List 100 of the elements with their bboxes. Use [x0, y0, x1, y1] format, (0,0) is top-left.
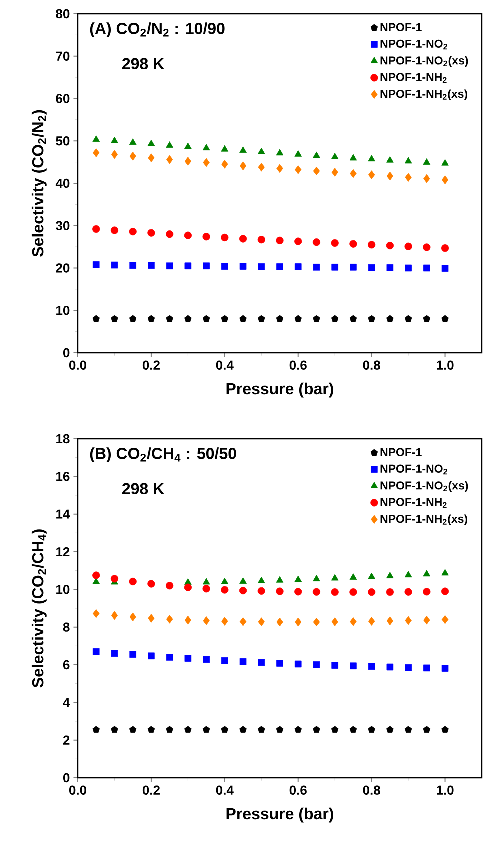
- point: [258, 576, 266, 584]
- x-tick-label: 0.6: [290, 786, 307, 795]
- point: [148, 652, 155, 660]
- x-tick-label: 0.2: [142, 360, 160, 370]
- point: [93, 609, 100, 618]
- point: [368, 241, 376, 249]
- point: [350, 240, 358, 248]
- point: [258, 587, 266, 595]
- y-tick-label: 0: [63, 348, 70, 358]
- point: [202, 315, 210, 322]
- point: [110, 575, 119, 583]
- point: [184, 578, 192, 585]
- point: [130, 152, 136, 161]
- x-tick-label: 0.0: [69, 786, 87, 795]
- point: [350, 574, 358, 580]
- point: [442, 615, 449, 624]
- point: [442, 176, 449, 185]
- point: [332, 264, 338, 271]
- point: [442, 726, 449, 734]
- point: [331, 153, 339, 160]
- point: [312, 238, 321, 246]
- point: [203, 158, 210, 168]
- point: [148, 229, 156, 237]
- point: [350, 169, 357, 178]
- point: [294, 726, 302, 734]
- point: [258, 618, 265, 626]
- point: [166, 726, 174, 734]
- point: [202, 726, 210, 734]
- point: [184, 616, 192, 625]
- point: [332, 168, 338, 177]
- y-tick-label: 70: [56, 52, 70, 61]
- point: [129, 138, 137, 146]
- y-tick-label: 30: [56, 221, 70, 230]
- legend-label: NPOF-1-NO$_{2}$(xs): [380, 56, 468, 68]
- point: [368, 663, 376, 670]
- point: [424, 264, 430, 272]
- x-axis-title: Pressure (bar): [226, 808, 334, 823]
- legend-label: NPOF-1-NO$_{2}$(xs): [380, 481, 468, 492]
- point: [166, 155, 174, 164]
- point: [424, 616, 430, 625]
- point: [442, 265, 449, 272]
- x-tick-label: 0.8: [363, 786, 380, 795]
- annotation: 298 K: [122, 483, 164, 495]
- point: [111, 650, 118, 658]
- point: [386, 572, 394, 578]
- legend-label: NPOF-1: [380, 23, 422, 32]
- point: [240, 578, 247, 584]
- point: [331, 315, 339, 322]
- y-tick-label: 2: [63, 736, 70, 745]
- x-tick-label: 1.0: [437, 360, 454, 370]
- point: [166, 615, 174, 624]
- point: [184, 315, 192, 322]
- point: [130, 262, 136, 270]
- point: [276, 164, 284, 174]
- y-tick-label: 8: [63, 622, 70, 632]
- point: [129, 228, 137, 236]
- point: [368, 170, 376, 180]
- x-tick-label: 0.8: [363, 360, 380, 370]
- point: [368, 315, 376, 322]
- point: [294, 238, 302, 246]
- point: [166, 142, 174, 148]
- point: [404, 726, 412, 734]
- y-tick-label: 14: [56, 510, 70, 519]
- point: [404, 157, 412, 164]
- point: [222, 263, 228, 270]
- point: [130, 651, 136, 658]
- point: [92, 136, 100, 142]
- point: [221, 315, 229, 322]
- point: [368, 155, 376, 162]
- y-tick-label: 10: [56, 306, 70, 316]
- point: [350, 154, 358, 161]
- point: [368, 588, 376, 596]
- point: [442, 569, 449, 576]
- point: [166, 230, 174, 238]
- point: [294, 588, 302, 596]
- point: [350, 264, 357, 271]
- x-tick-label: 0.4: [216, 360, 234, 370]
- point: [312, 588, 321, 596]
- point: [276, 726, 284, 734]
- point: [423, 158, 431, 165]
- point: [166, 262, 174, 270]
- point: [276, 149, 284, 156]
- legend-label: NPOF-1-NH$_{2}$(xs): [380, 90, 468, 100]
- point: [240, 146, 247, 154]
- point: [240, 617, 247, 626]
- point: [221, 145, 229, 152]
- point: [404, 315, 412, 322]
- point: [313, 166, 320, 176]
- legend-label: NPOF-1-NH$_{2}$: [380, 498, 447, 508]
- point: [129, 315, 137, 322]
- point: [92, 648, 100, 656]
- point: [386, 156, 394, 163]
- point: [423, 315, 431, 322]
- point: [386, 616, 394, 626]
- point: [368, 572, 376, 580]
- y-axis-title: Selectivity (CO$_{2}$/CH$_{4}$): [32, 530, 47, 688]
- point: [294, 150, 302, 157]
- y-axis-title: Selectivity (CO$_{2}$/N$_{2}$): [32, 110, 47, 257]
- point: [332, 662, 338, 669]
- point: [148, 140, 156, 146]
